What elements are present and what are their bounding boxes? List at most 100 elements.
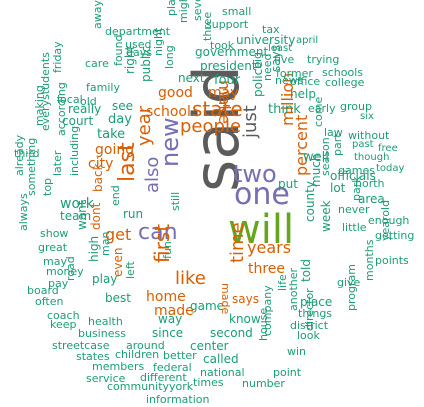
cloud-word: group xyxy=(340,100,372,113)
cloud-word: often xyxy=(35,295,64,308)
cloud-word: little xyxy=(342,221,367,234)
cloud-word: six xyxy=(360,111,374,122)
cloud-word: take xyxy=(97,127,126,142)
cloud-word: games xyxy=(338,164,375,177)
cloud-word: states xyxy=(76,350,110,363)
cloud-word: schools xyxy=(322,66,363,79)
cloud-word: says xyxy=(232,292,259,306)
cloud-word: around xyxy=(126,339,165,352)
cloud-word: home xyxy=(146,289,186,305)
cloud-word: according xyxy=(55,82,68,136)
cloud-word: time xyxy=(227,222,248,263)
cloud-word: city xyxy=(88,156,114,172)
cloud-word: life xyxy=(276,274,289,291)
cloud-word: service xyxy=(86,372,126,385)
cloud-word: left xyxy=(124,261,137,279)
cloud-word: least xyxy=(268,43,293,54)
cloud-word: run xyxy=(123,207,144,221)
cloud-word: three xyxy=(248,261,286,277)
cloud-word: another xyxy=(287,267,300,311)
cloud-word: state xyxy=(192,97,243,121)
cloud-word: place xyxy=(300,295,333,309)
cloud-word: week xyxy=(319,200,333,232)
cloud-word: support xyxy=(206,18,249,31)
cloud-word: will xyxy=(228,207,295,253)
cloud-word: need xyxy=(261,53,274,82)
cloud-word: court xyxy=(62,114,94,128)
cloud-word: people xyxy=(180,116,242,137)
cloud-word: back xyxy=(91,163,105,192)
cloud-word: including xyxy=(68,125,81,176)
cloud-word: never xyxy=(338,203,370,216)
cloud-word: may xyxy=(208,85,239,101)
cloud-word: end xyxy=(109,185,122,206)
cloud-word: second xyxy=(210,326,253,340)
cloud-word: give xyxy=(337,276,361,289)
cloud-word: college xyxy=(325,76,365,89)
cloud-word: house xyxy=(257,307,270,341)
cloud-word: north xyxy=(355,177,385,190)
cloud-word: times xyxy=(193,376,224,389)
cloud-word: better xyxy=(163,349,197,362)
cloud-word: one xyxy=(234,177,290,212)
cloud-word: took xyxy=(210,39,235,52)
cloud-word: coach xyxy=(47,309,80,322)
cloud-word: early xyxy=(308,102,336,115)
cloud-word: though xyxy=(354,152,390,163)
cloud-word: always xyxy=(17,193,30,231)
cloud-word: care xyxy=(85,57,109,70)
cloud-word: since xyxy=(152,326,184,340)
cloud-word: small xyxy=(222,5,252,18)
cloud-word: point xyxy=(273,366,302,379)
cloud-word: even xyxy=(111,247,125,277)
cloud-word: know xyxy=(229,312,261,326)
cloud-word: office xyxy=(290,75,321,88)
cloud-word: officials xyxy=(330,169,376,183)
cloud-word: making xyxy=(33,85,46,126)
cloud-word: law xyxy=(324,126,343,139)
cloud-word: area xyxy=(358,192,385,206)
cloud-word: win xyxy=(287,345,307,358)
cloud-word: community xyxy=(107,380,170,393)
cloud-word: game xyxy=(190,299,225,313)
cloud-word: without xyxy=(348,129,390,142)
cloud-word: plan xyxy=(165,0,178,16)
cloud-word: called xyxy=(203,352,239,366)
cloud-word: points xyxy=(375,254,409,267)
cloud-word: information xyxy=(146,393,210,406)
cloud-word: team xyxy=(60,209,92,223)
cloud-word: lot xyxy=(330,181,346,195)
cloud-word: school xyxy=(146,104,191,120)
cloud-word: things xyxy=(298,307,333,320)
cloud-word: just xyxy=(240,105,261,138)
cloud-word: york xyxy=(169,380,194,393)
cloud-word: several xyxy=(191,0,204,21)
cloud-word: play xyxy=(92,272,118,286)
cloud-word: want xyxy=(75,200,89,230)
cloud-word: four xyxy=(214,73,241,88)
cloud-word: days xyxy=(126,46,152,59)
cloud-word: also xyxy=(142,156,163,193)
cloud-word: work xyxy=(60,196,94,212)
cloud-word: dont xyxy=(89,202,103,230)
cloud-word: enough xyxy=(368,214,410,227)
cloud-word: told xyxy=(299,259,313,282)
cloud-word: help xyxy=(290,87,316,101)
cloud-word: government xyxy=(195,45,269,59)
cloud-word: right xyxy=(123,45,137,74)
cloud-word: number xyxy=(242,377,285,390)
cloud-word: something xyxy=(25,137,38,196)
cloud-word: tax xyxy=(262,23,280,36)
cloud-word: fun xyxy=(161,241,174,259)
cloud-word: children xyxy=(115,348,160,361)
cloud-word: money xyxy=(46,265,84,278)
cloud-word: show xyxy=(40,227,69,240)
cloud-word: like xyxy=(175,268,206,289)
cloud-word: might xyxy=(177,0,190,23)
cloud-word: federal xyxy=(153,361,192,374)
cloud-word: well xyxy=(303,150,329,165)
cloud-word: great xyxy=(38,241,68,254)
cloud-word: april xyxy=(296,35,319,46)
cloud-word: different xyxy=(140,371,187,384)
